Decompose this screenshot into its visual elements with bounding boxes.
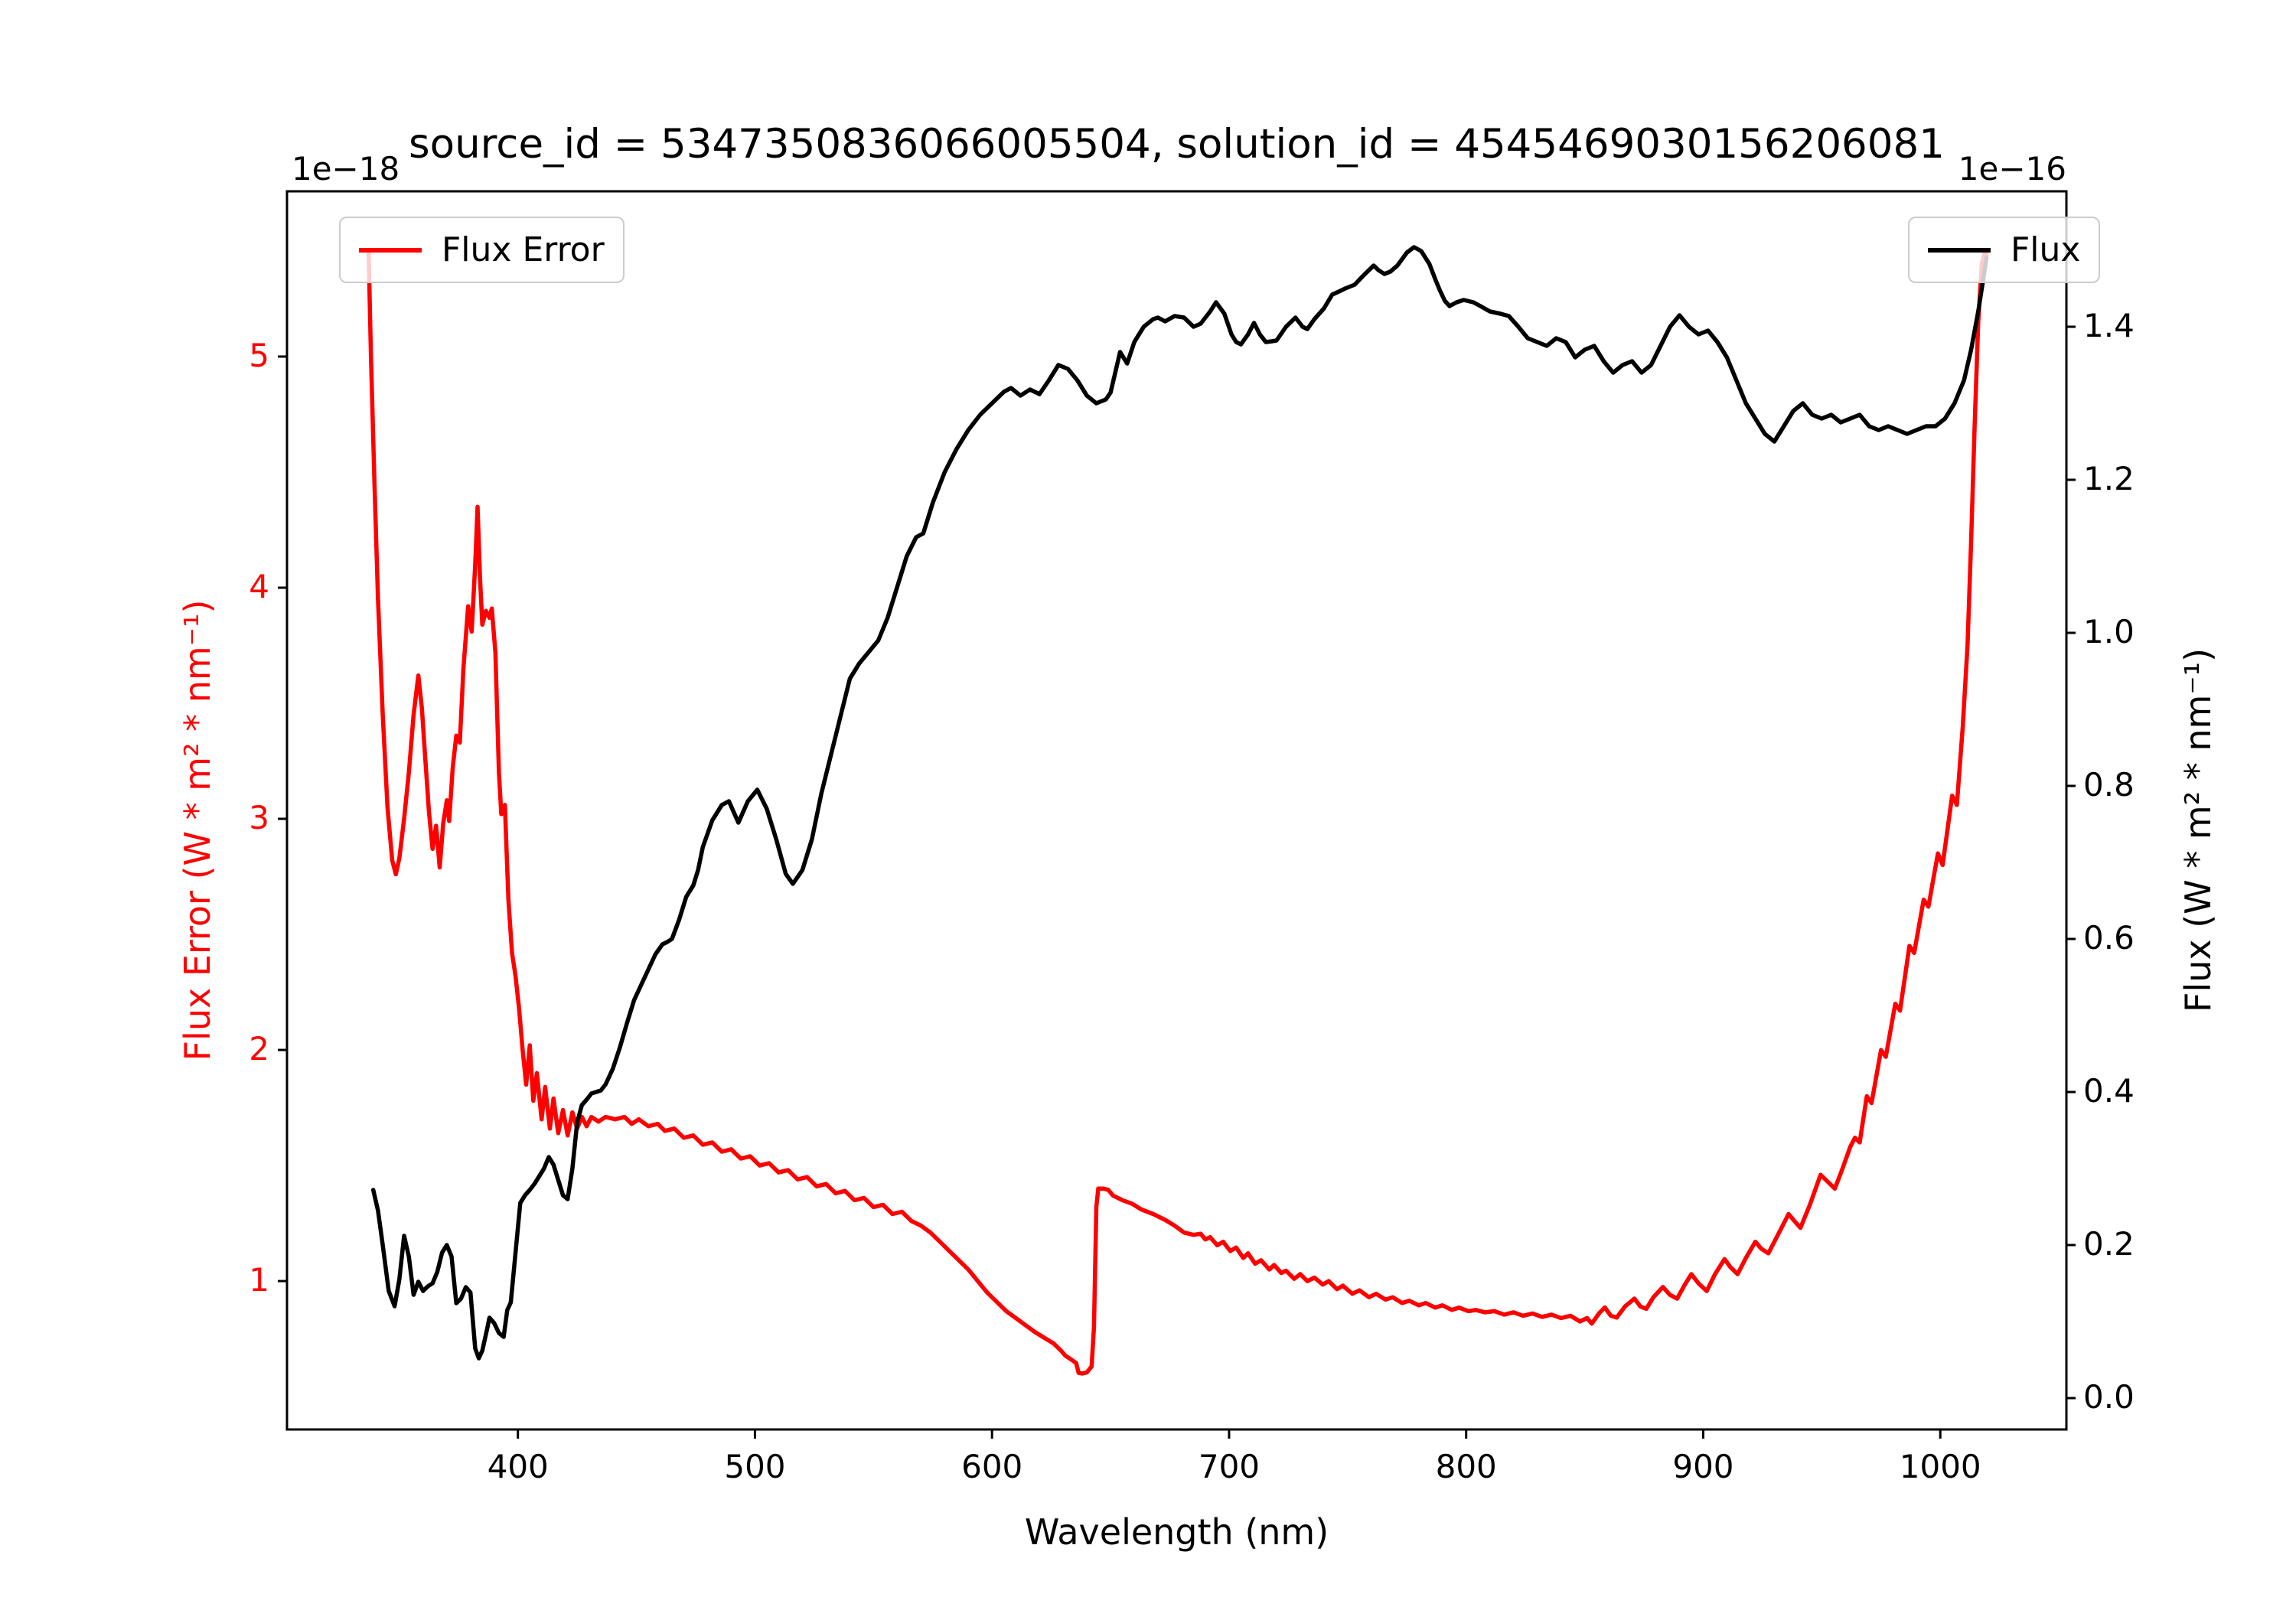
right-y-tick-label: 0.6 (2083, 919, 2135, 957)
left-y-tick-label: 2 (249, 1030, 269, 1068)
right-y-tick-label: 0.8 (2083, 766, 2135, 804)
x-tick-label: 600 (961, 1448, 1023, 1485)
left-y-tick-label: 3 (249, 799, 269, 837)
right-axis-label: Flux (W * m² * nm⁻¹) (2177, 647, 2219, 1013)
right-y-tick-label: 1.2 (2083, 460, 2135, 497)
left-y-tick-label: 4 (249, 567, 269, 605)
flux-error-curve (366, 248, 1989, 1376)
x-tick-label: 1000 (1899, 1448, 1981, 1485)
x-tick-label: 400 (487, 1448, 549, 1485)
flux-error-line-sample (359, 247, 422, 253)
right-y-tick-label: 1.4 (2083, 307, 2135, 344)
left-axis-offset-label: 1e−18 (292, 150, 400, 187)
right-y-tick-label: 0.4 (2083, 1072, 2135, 1110)
x-tick-label: 500 (724, 1448, 786, 1485)
legend-flux-label: Flux (2011, 230, 2081, 269)
right-y-tick-label: 1.0 (2083, 613, 2135, 650)
flux-curve (370, 245, 1989, 1361)
x-tick-label: 800 (1435, 1448, 1497, 1485)
plot-title: source_id = 5347350836066005504, solutio… (409, 121, 1945, 168)
right-y-tick-label: 0.0 (2083, 1378, 2135, 1416)
axes-frame (285, 190, 2068, 1431)
legend-flux-error-label: Flux Error (442, 230, 605, 269)
x-tick-label: 900 (1672, 1448, 1734, 1485)
right-y-tick-label: 0.2 (2083, 1225, 2135, 1263)
left-y-tick-label: 1 (249, 1261, 269, 1299)
legend-flux: Flux (1908, 217, 2101, 283)
left-y-tick-label: 5 (249, 336, 269, 374)
legend-flux-error: Flux Error (339, 217, 625, 283)
x-axis-label: Wavelength (nm) (1024, 1511, 1329, 1553)
right-axis-offset-label: 1e−16 (1958, 150, 2066, 187)
flux-line-sample (1928, 247, 1991, 253)
x-tick-label: 700 (1198, 1448, 1261, 1485)
